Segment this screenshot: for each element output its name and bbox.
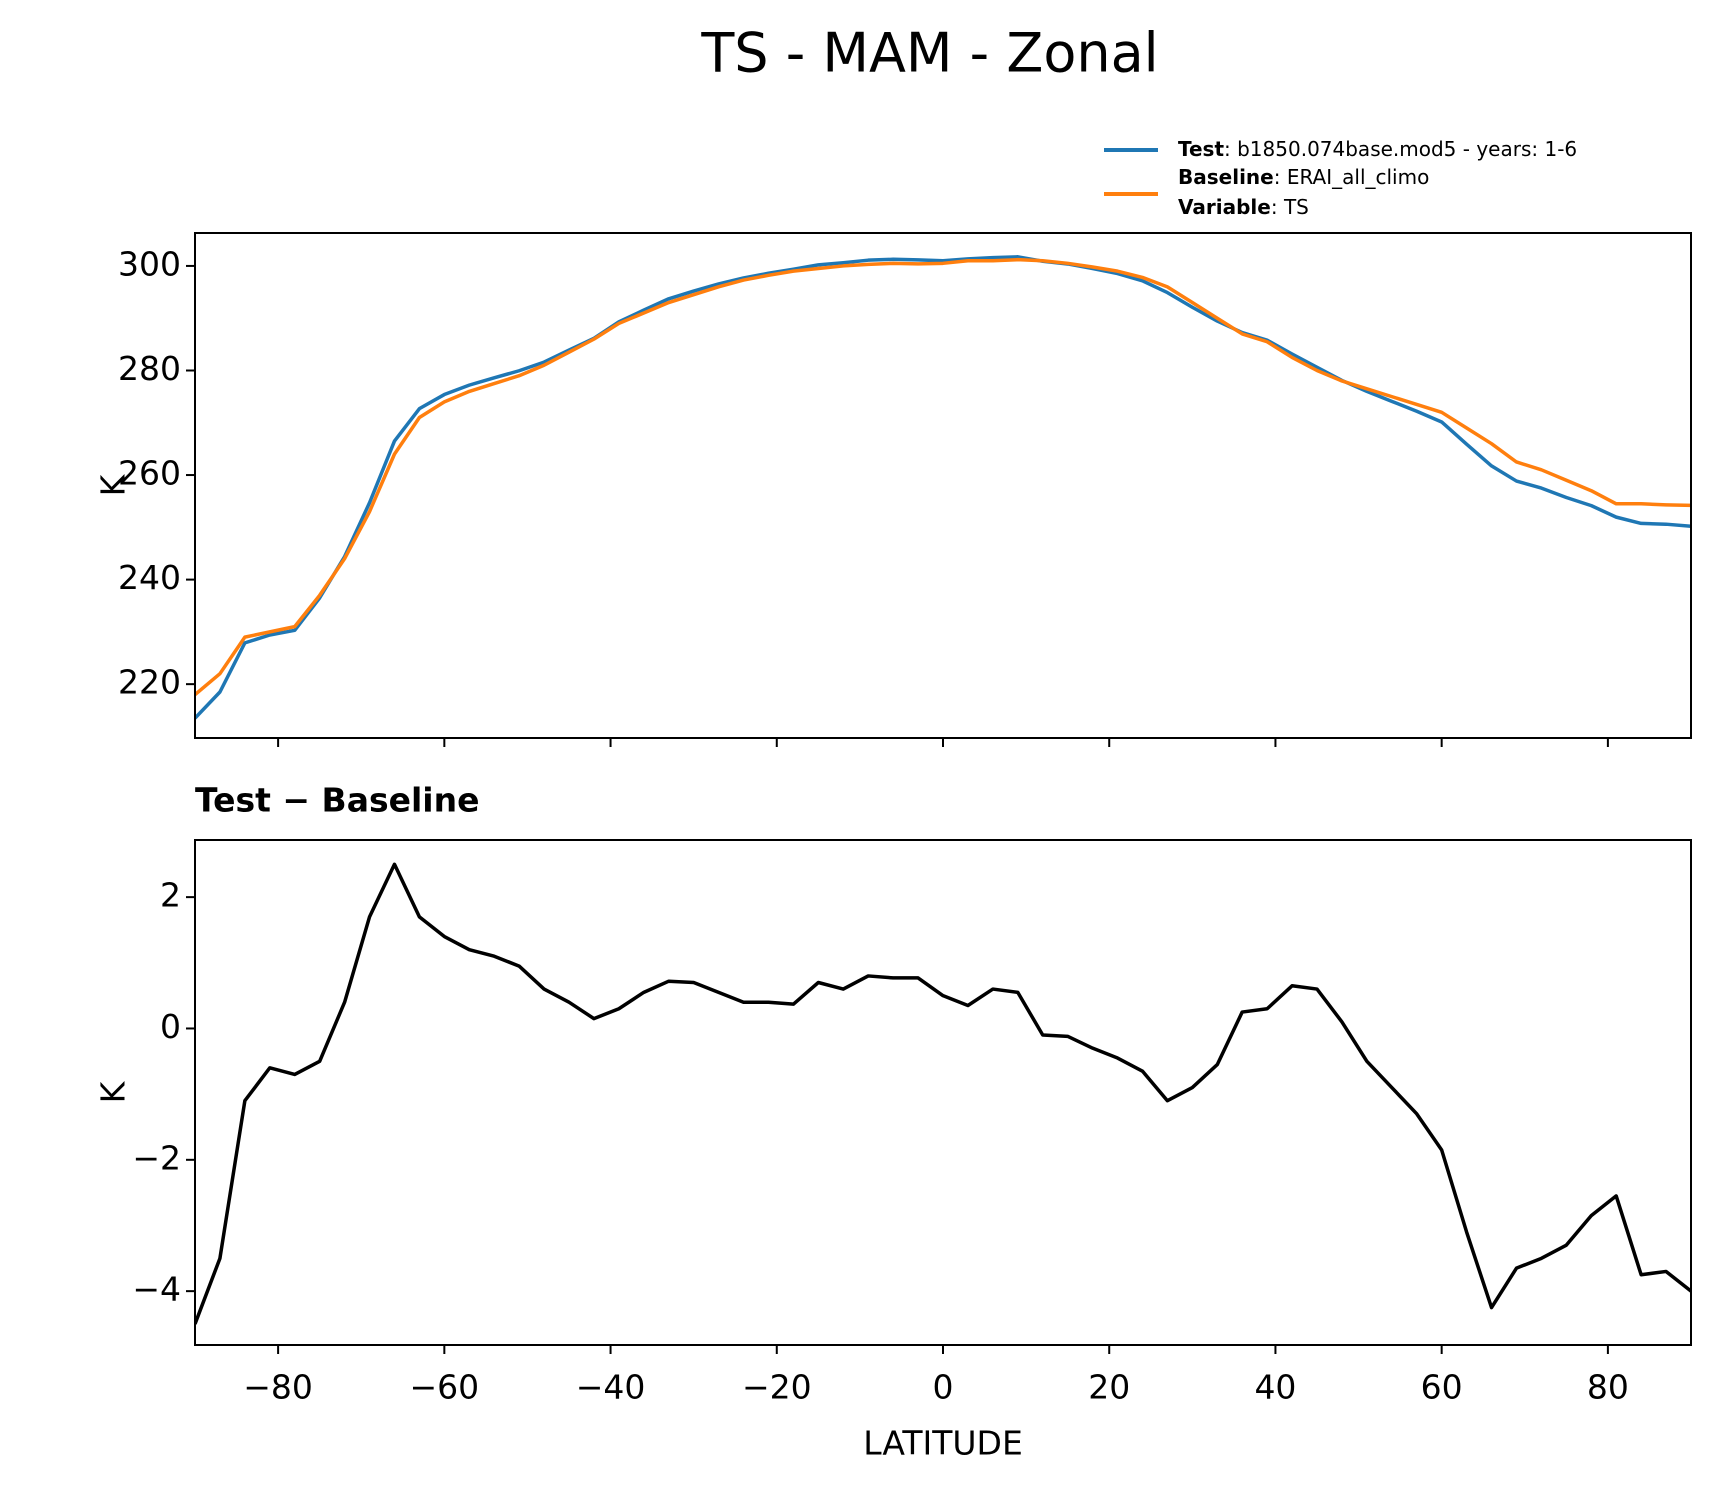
- legend-name: Test: [1178, 137, 1224, 161]
- subplot-title: Test − Baseline: [195, 781, 480, 820]
- x-tick-label: 60: [1421, 1368, 1463, 1407]
- legend-description: : b1850.074base.mod5 - years: 1-6: [1224, 137, 1577, 161]
- legend-entry: Test: b1850.074base.mod5 - years: 1-6: [1178, 137, 1577, 161]
- axes-frame: [194, 232, 1692, 739]
- y-tick-label: 220: [118, 663, 181, 702]
- y-axis-label: K: [94, 473, 133, 496]
- x-tick-label: 80: [1587, 1368, 1629, 1407]
- data-line: [195, 862, 1691, 1325]
- data-line: [195, 255, 1691, 720]
- legend-description: : ERAI_all_climo: [1274, 165, 1430, 189]
- y-tick-label: −4: [132, 1270, 181, 1309]
- y-tick-label: 2: [160, 876, 181, 915]
- x-tick-label: 20: [1088, 1368, 1130, 1407]
- x-tick-label: −40: [576, 1368, 646, 1407]
- legend-name: Baseline: [1178, 165, 1274, 189]
- axes-frame: [194, 839, 1692, 1346]
- x-tick-label: −60: [410, 1368, 480, 1407]
- y-tick-label: −2: [132, 1138, 181, 1177]
- legend-entry: Variable: TS: [1178, 195, 1309, 219]
- figure-title: TS - MAM - Zonal: [700, 22, 1158, 85]
- y-axis-label: K: [94, 1080, 133, 1103]
- y-tick-label: 260: [118, 454, 181, 493]
- y-tick-label: 300: [118, 244, 181, 283]
- x-axis-label: LATITUDE: [863, 1424, 1023, 1463]
- x-tick-label: 40: [1254, 1368, 1296, 1407]
- y-tick-label: 0: [160, 1007, 181, 1046]
- x-tick-label: 0: [933, 1368, 954, 1407]
- legend-entry: Baseline: ERAI_all_climo: [1178, 165, 1429, 189]
- y-tick-label: 240: [118, 558, 181, 597]
- x-tick-label: −20: [742, 1368, 812, 1407]
- legend-description: : TS: [1271, 195, 1309, 219]
- data-line: [195, 257, 1691, 696]
- x-tick-label: −80: [243, 1368, 313, 1407]
- legend-name: Variable: [1178, 195, 1271, 219]
- y-tick-label: 280: [118, 349, 181, 388]
